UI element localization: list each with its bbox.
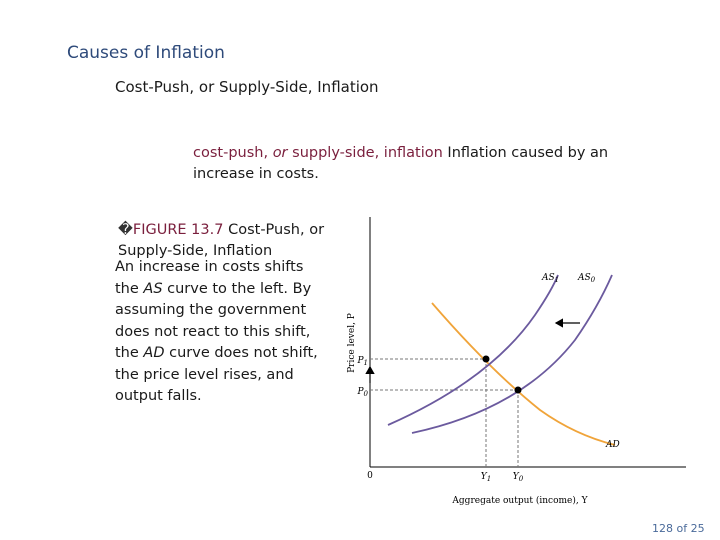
desc-part-1: An increase in costs shifts the: [115, 259, 304, 297]
figure-caption: �FIGURE 13.7 Cost-Push, or Supply-Side, …: [118, 220, 343, 262]
label-as0: AS0: [577, 273, 596, 284]
tick-p1: P1: [356, 356, 368, 367]
x-axis-title: Aggregate output (income), Y: [451, 495, 588, 506]
figure-description: An increase in costs shifts the AS curve…: [115, 257, 330, 408]
as1-curve: [387, 274, 559, 426]
term-part-2: or: [272, 145, 288, 161]
origin-label: 0: [367, 471, 373, 481]
desc-part-2: AS: [143, 280, 163, 297]
tick-p0: P0: [356, 387, 368, 398]
tick-y1: Y1: [481, 472, 491, 483]
desc-part-4: AD: [143, 345, 165, 361]
figure-caption-text: Cost-Push, or Supply-Side, Inflation: [118, 222, 325, 259]
desc-part-5: curve does not shift, the price level ri…: [115, 345, 318, 404]
term-part-3: supply-side, inflation: [287, 145, 443, 161]
initial-equilibrium-point: [514, 386, 522, 394]
y-axis-title: Price level, P: [347, 313, 357, 373]
definition-block: cost-push, or supply-side, inflation Inf…: [193, 143, 613, 185]
as0-curve: [411, 274, 613, 434]
new-equilibrium-point: [482, 355, 490, 363]
term-part-1: cost-push,: [193, 145, 273, 161]
ad-curve: [431, 302, 616, 446]
label-ad: AD: [605, 440, 620, 450]
desc-part-3: curve to the left. By assuming the gover…: [115, 280, 312, 362]
slide-title: Causes of Inflation: [67, 43, 225, 63]
figure-label: FIGURE 13.7: [132, 222, 224, 238]
label-as1: AS1: [541, 273, 559, 284]
tick-y0: Y0: [513, 472, 524, 483]
cost-push-diagram: AS1 AS0 AD P1 P0 Y1 Y0 0 Aggregate outpu…: [347, 217, 686, 506]
definition-term: cost-push, or supply-side, inflation: [193, 145, 443, 161]
definition-text: Inflation caused by an increase in costs…: [193, 145, 609, 182]
slide-subtitle: Cost-Push, or Supply-Side, Inflation: [115, 78, 379, 96]
page-number: 128 of 25: [652, 522, 705, 535]
figure-marker-glyph: �: [118, 222, 133, 238]
